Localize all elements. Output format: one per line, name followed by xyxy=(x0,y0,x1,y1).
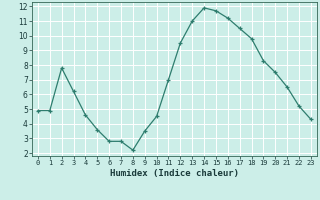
X-axis label: Humidex (Indice chaleur): Humidex (Indice chaleur) xyxy=(110,169,239,178)
